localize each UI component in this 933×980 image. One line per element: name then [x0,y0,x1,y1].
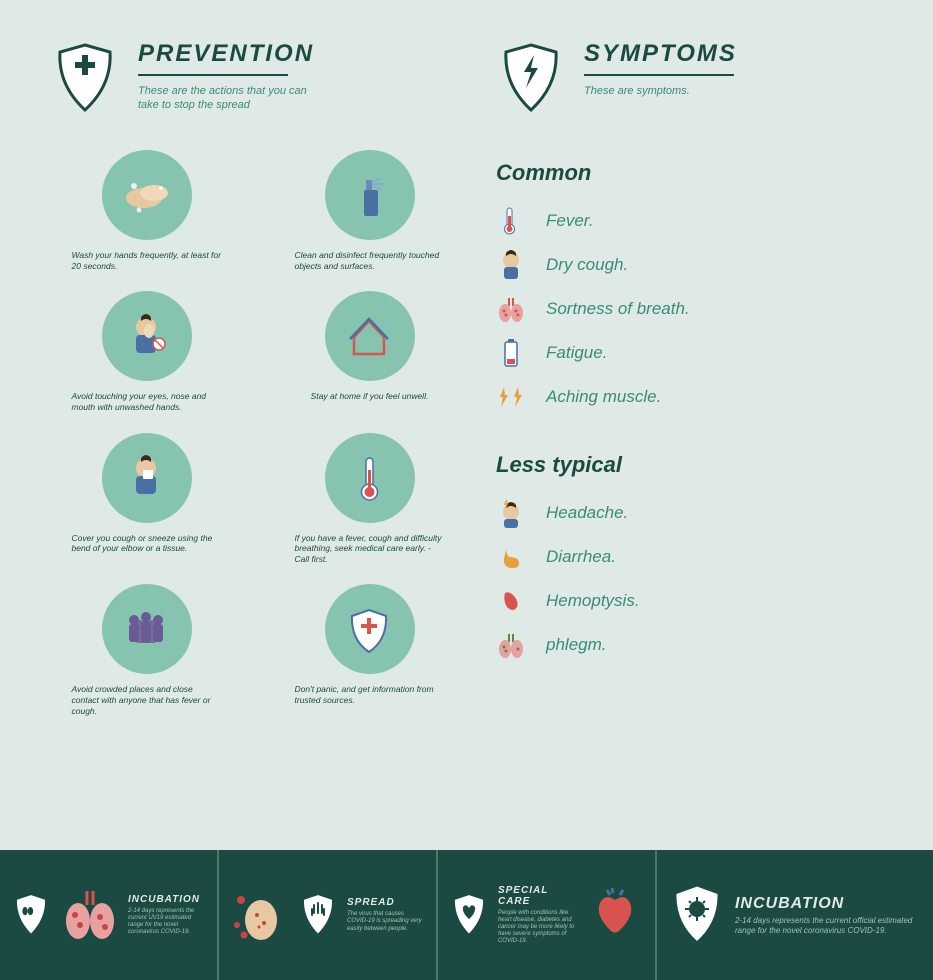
symptom-label: Headache. [546,503,628,523]
prevention-item: Avoid crowded places and close contact w… [50,584,243,716]
symptom-row: Hemoptysis. [496,586,883,616]
main-area: PREVENTION These are the actions that yo… [0,0,933,850]
thermometer-icon [496,206,526,236]
symptom-label: Hemoptysis. [546,591,640,611]
symptoms-header: SYMPTOMS These are symptoms. [496,40,883,120]
symptom-row: Dry cough. [496,250,883,280]
heart-shield-icon [448,891,490,939]
less-typical-heading: Less typical [496,452,883,478]
symptom-label: Diarrhea. [546,547,616,567]
symptoms-title: SYMPTOMS [584,40,737,68]
footer-cell-spread: SPREAD The virus that causes COVID-19 is… [219,850,438,980]
cover-cough-icon [102,433,192,523]
caption: If you have a fever, cough and difficult… [295,533,445,565]
symptom-row: Fatigue. [496,338,883,368]
prevention-item: Avoid touching your eyes, nose and mouth… [50,291,243,412]
lungs-shield-icon [10,891,52,939]
lungs-icon [496,294,526,324]
prevention-item: If you have a fever, cough and difficult… [273,433,466,565]
prevention-item: Don't panic, and get information from tr… [273,584,466,716]
thermometer-icon [325,433,415,523]
footer-cell-special-care: SPECIAL CARE People with conditions like… [438,850,657,980]
symptoms-subtitle: These are symptoms. [584,84,737,98]
prevention-item: Wash your hands frequently, at least for… [50,150,243,271]
prevention-item: Stay at home if you feel unwell. [273,291,466,412]
symptom-label: phlegm. [546,635,606,655]
bolt-pair-icon [496,382,526,412]
prevention-title: PREVENTION [138,40,328,68]
symptoms-column: SYMPTOMS These are symptoms. Common Feve… [466,40,883,810]
footer-strip: INCUBATION 2-14 days represents the curr… [0,850,933,980]
wash-hands-icon [102,150,192,240]
footer-text: 2-14 days represents the current UV19 es… [128,908,207,937]
hand-virus-icon [229,885,289,945]
virus-shield-icon [667,881,727,949]
symptom-label: Fatigue. [546,343,607,363]
symptom-label: Fever. [546,211,594,231]
symptom-label: Dry cough. [546,255,628,275]
symptom-label: Aching muscle. [546,387,661,407]
footer-cell-incubation-large: INCUBATION 2-14 days represents the curr… [657,850,933,980]
caption: Clean and disinfect frequently touched o… [295,250,445,271]
person-head-icon [496,250,526,280]
caption: Avoid touching your eyes, nose and mouth… [72,391,222,412]
footer-text: 2-14 days represents the current officia… [735,916,915,935]
caption: Stay at home if you feel unwell. [311,391,429,402]
stomach-icon [496,542,526,572]
less-typical-symptoms: Less typical Headache. Diarrhea. Hemopty… [496,452,883,660]
lungs-big-icon [60,885,120,945]
house-icon [325,291,415,381]
footer-title: INCUBATION [128,894,207,905]
prevention-header: PREVENTION These are the actions that yo… [50,40,466,120]
infographic-page: PREVENTION These are the actions that yo… [0,0,933,980]
blood-icon [496,586,526,616]
prevention-column: PREVENTION These are the actions that yo… [50,40,466,810]
no-touch-face-icon [102,291,192,381]
caption: Cover you cough or sneeze using the bend… [72,533,222,554]
plus-shield-icon [50,40,120,120]
caption: Avoid crowded places and close contact w… [72,684,222,716]
headache-icon [496,498,526,528]
shield-plus-icon [325,584,415,674]
heart-big-icon [585,885,645,945]
hand-shield-icon [297,891,339,939]
caption: Wash your hands frequently, at least for… [72,250,222,271]
symptom-row: Sortness of breath. [496,294,883,324]
battery-low-icon [496,338,526,368]
prevention-grid: Wash your hands frequently, at least for… [50,150,466,716]
lungs-green-icon [496,630,526,660]
symptom-row: Aching muscle. [496,382,883,412]
symptom-row: Fever. [496,206,883,236]
symptom-row: Headache. [496,498,883,528]
footer-title: SPECIAL CARE [498,885,577,907]
common-heading: Common [496,160,883,186]
symptom-row: phlegm. [496,630,883,660]
common-symptoms: Common Fever. Dry cough. Sortness of bre… [496,160,883,412]
footer-title: INCUBATION [735,895,915,913]
bolt-shield-icon [496,40,566,120]
crowd-icon [102,584,192,674]
prevention-item: Clean and disinfect frequently touched o… [273,150,466,271]
footer-cell-incubation: INCUBATION 2-14 days represents the curr… [0,850,219,980]
caption: Don't panic, and get information from tr… [295,684,445,705]
footer-text: People with conditions like heart diseas… [498,910,577,946]
footer-text: The virus that causes COVID-19 is spread… [347,911,426,933]
prevention-item: Cover you cough or sneeze using the bend… [50,433,243,565]
symptom-row: Diarrhea. [496,542,883,572]
spray-bottle-icon [325,150,415,240]
rule [138,74,288,76]
symptom-label: Sortness of breath. [546,299,690,319]
footer-title: SPREAD [347,897,426,908]
prevention-subtitle: These are the actions that you can take … [138,84,328,113]
rule [584,74,734,76]
